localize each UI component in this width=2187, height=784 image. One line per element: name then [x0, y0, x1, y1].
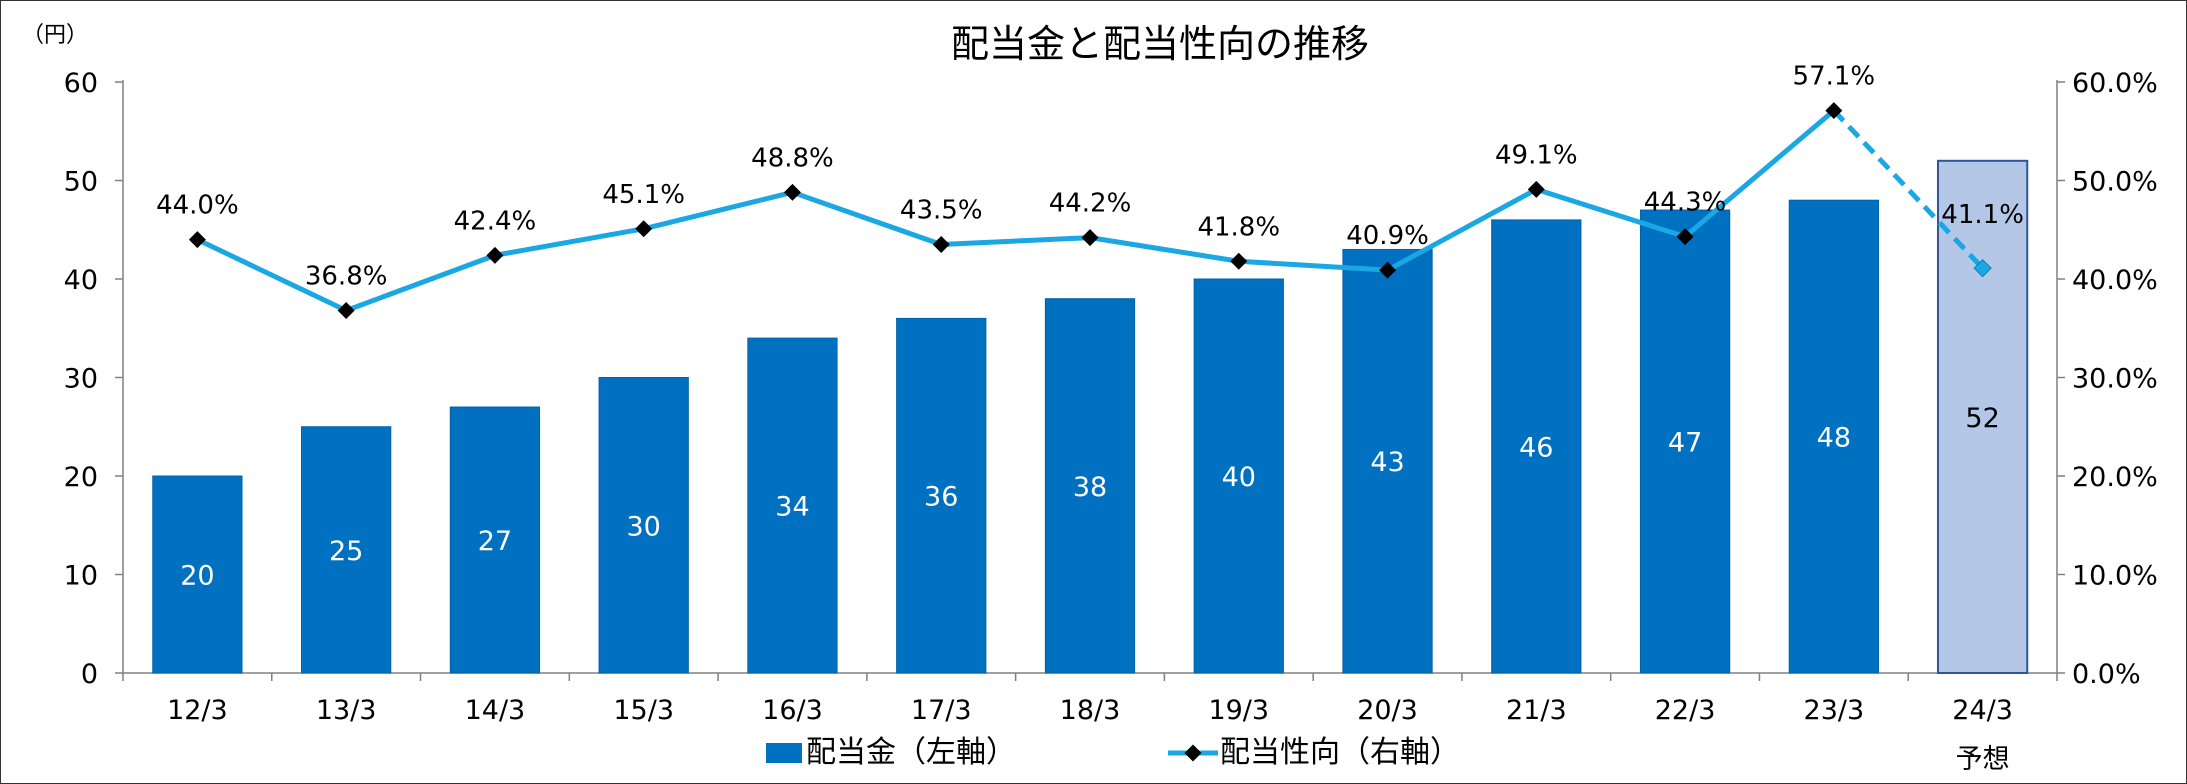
payout-ratio-label: 44.0% [156, 191, 239, 221]
bar [1044, 298, 1136, 674]
legend-bar-label: 配当金（左軸） [806, 735, 1016, 770]
y-left-tick-label: 20 [64, 462, 98, 493]
forecast-label: 予想 [1956, 744, 2010, 775]
bar [1639, 209, 1731, 674]
bar-forecast [1936, 159, 2029, 675]
x-tick-label: 21/3 [1506, 695, 1567, 726]
bar-value-label: 34 [775, 492, 809, 523]
bar-value-label: 38 [1073, 472, 1107, 503]
x-tick-label: 15/3 [613, 695, 674, 726]
y-right-tick-label: 40.0% [2072, 265, 2158, 296]
bar-series [152, 159, 2029, 675]
x-tick-label: 13/3 [316, 695, 377, 726]
payout-ratio-label: 49.1% [1495, 140, 1578, 170]
payout-ratio-marker [1081, 229, 1099, 247]
bar-value-label: 48 [1817, 423, 1851, 454]
data-labels: 20 25 27 30 34 36 38 40 43 46 47 48 52 44.0% 36.8% 42.4… [156, 62, 2024, 592]
y-right-tick-label: 0.0% [2072, 659, 2141, 690]
bar [598, 377, 689, 674]
x-tick-label: 20/3 [1357, 695, 1418, 726]
bar-value-label: 20 [180, 561, 214, 592]
y-right-tick-label: 20.0% [2072, 462, 2158, 493]
payout-ratio-marker [486, 246, 504, 264]
payout-ratio-label: 41.1% [1941, 200, 2024, 230]
x-tick-label: 17/3 [911, 695, 972, 726]
x-tick-label: 19/3 [1208, 695, 1269, 726]
legend: 配当金（左軸） 配当性向（右軸） [766, 735, 1460, 770]
payout-ratio-marker [932, 236, 950, 254]
y-right-tick-label: 60.0% [2072, 68, 2158, 99]
payout-ratio-label: 41.8% [1197, 212, 1280, 242]
x-tick-label: 23/3 [1804, 695, 1865, 726]
payout-ratio-marker [337, 302, 355, 320]
payout-ratio-marker [188, 231, 206, 249]
bar [1193, 278, 1284, 674]
x-tick-label: 18/3 [1060, 695, 1121, 726]
x-tick-label: 12/3 [167, 695, 228, 726]
legend-bar-swatch [766, 743, 802, 763]
x-tick-label: 16/3 [762, 695, 823, 726]
payout-ratio-label: 40.9% [1346, 221, 1429, 251]
payout-ratio-label: 45.1% [602, 180, 685, 210]
y-right-tick-label: 30.0% [2072, 364, 2158, 395]
payout-ratio-marker [783, 183, 801, 201]
bar-value-label: 43 [1370, 447, 1404, 478]
payout-ratio-marker [635, 220, 653, 238]
bar-value-label: 47 [1668, 428, 1702, 459]
payout-ratio-label: 42.4% [454, 206, 537, 236]
payout-ratio-label: 43.5% [900, 196, 983, 226]
bar [1342, 248, 1433, 674]
y-left-tick-label: 10 [64, 561, 98, 592]
bar [896, 317, 987, 674]
legend-line-label: 配当性向（右軸） [1220, 735, 1460, 770]
bar [449, 406, 541, 674]
y-left-tick-label: 60 [64, 68, 98, 99]
payout-ratio-label: 44.2% [1049, 189, 1132, 219]
bar-value-label: 30 [627, 511, 661, 542]
bar-value-label: 40 [1222, 462, 1256, 493]
payout-ratio-forecast-marker [1973, 258, 1992, 278]
payout-ratio-label: 57.1% [1793, 62, 1876, 92]
payout-ratio-marker [1230, 252, 1248, 270]
y-left-tick-label: 40 [64, 265, 98, 296]
payout-ratio-label: 48.8% [751, 143, 834, 173]
x-tick-label: 14/3 [465, 695, 526, 726]
y-right-tick-label: 50.0% [2072, 167, 2158, 198]
x-tick-label: 24/3 [1952, 695, 2013, 726]
x-tick-label: 22/3 [1655, 695, 1716, 726]
y-right-tick-label: 10.0% [2072, 561, 2158, 592]
y-left-tick-label: 0 [81, 659, 98, 690]
bar-value-label: 25 [329, 536, 363, 567]
bar [1491, 219, 1582, 674]
payout-ratio-line [196, 108, 1836, 314]
legend-line-marker [1184, 744, 1202, 762]
bar [152, 475, 243, 674]
y-left-tick-label: 50 [64, 167, 98, 198]
payout-ratio-label: 36.8% [305, 262, 388, 292]
bar [301, 426, 392, 674]
y-axis-unit-label: （円） [22, 23, 88, 48]
bar-value-label: 52 [1965, 403, 1999, 434]
bar [1788, 199, 1879, 674]
chart-title: 配当金と配当性向の推移 [951, 22, 1369, 66]
bar-value-label: 36 [924, 482, 958, 513]
bar [747, 337, 838, 674]
bar-value-label: 27 [478, 526, 512, 557]
axes: 0 10 20 30 40 50 60 0.0% 10.0% 20.0% 30.0% 40.0% 50.… [64, 68, 2158, 775]
y-left-tick-label: 30 [64, 364, 98, 395]
payout-ratio-forecast-line [1832, 108, 1985, 270]
payout-ratio-label: 44.3% [1644, 188, 1727, 218]
bar-value-label: 46 [1519, 432, 1553, 463]
